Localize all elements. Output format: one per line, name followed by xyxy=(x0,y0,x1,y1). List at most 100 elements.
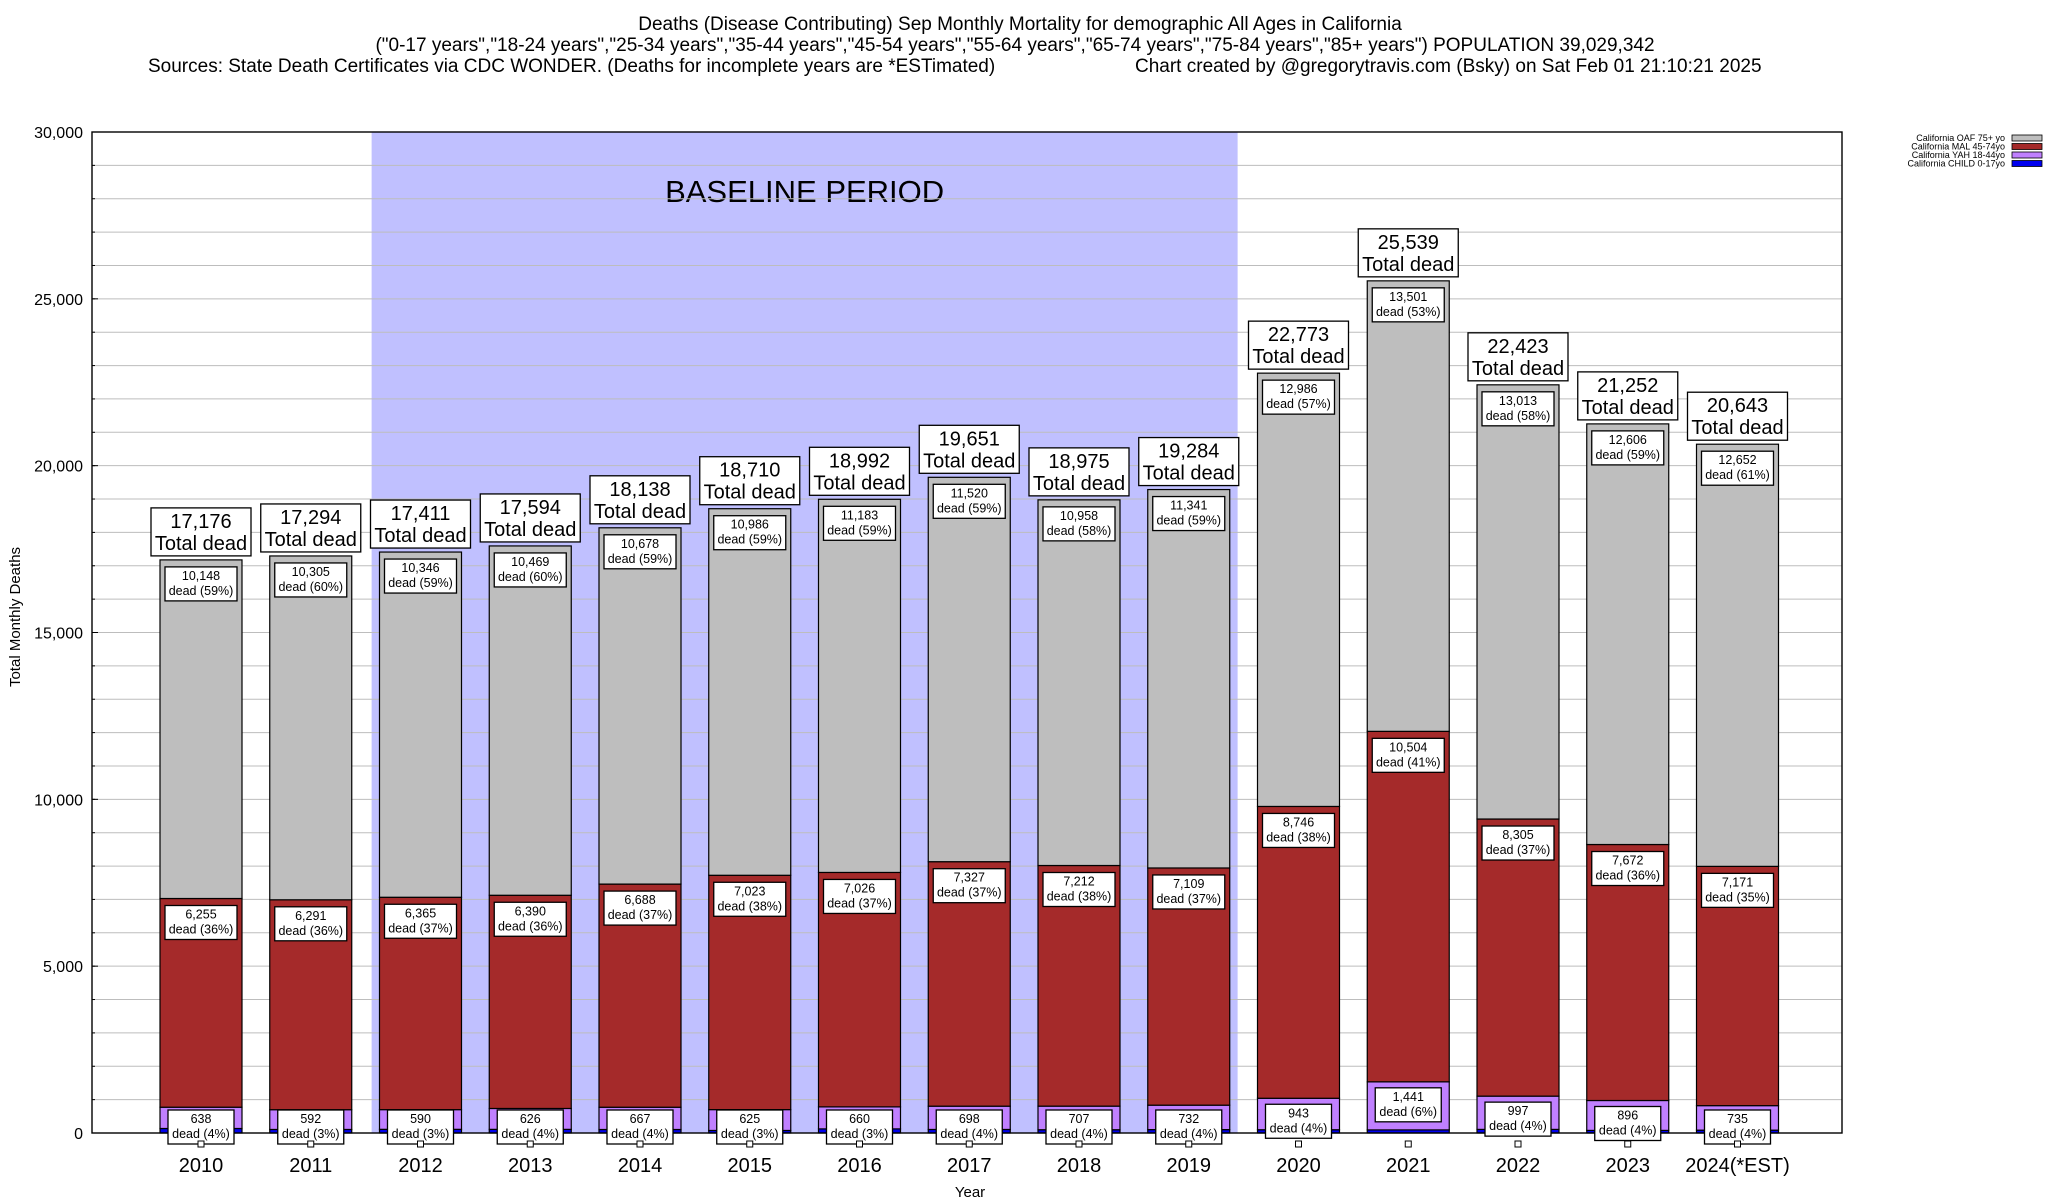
oaf-label-text: 10,958 xyxy=(1060,509,1098,523)
oaf-label-box xyxy=(1481,391,1555,427)
mal-label-text: dead (36%) xyxy=(169,922,234,936)
total-label-box xyxy=(479,493,581,543)
bar-segment-oaf xyxy=(159,559,243,900)
oaf-label-text: 11,520 xyxy=(951,486,988,500)
oaf-label-text: dead (59%) xyxy=(608,552,673,566)
mal-label-text: 7,327 xyxy=(954,871,985,885)
legend-label: California CHILD 0-17yo xyxy=(1907,159,2005,169)
legend-swatch-mal xyxy=(2011,143,2043,150)
yah-label-box xyxy=(1155,1109,1223,1145)
child-marker xyxy=(1075,1140,1083,1148)
x-tick-label: 2012 xyxy=(398,1155,443,1177)
mal-label-box xyxy=(1700,872,1775,909)
total-label-text: 18,138 xyxy=(609,479,670,501)
oaf-label-text: dead (59%) xyxy=(937,501,1002,515)
mal-label-box xyxy=(1042,871,1116,908)
x-tick-label: 2013 xyxy=(508,1155,553,1177)
bar-stack-2021 xyxy=(1366,280,1450,1134)
child-marker xyxy=(1624,1140,1632,1148)
yah-label-text: dead (3%) xyxy=(392,1127,450,1141)
legend-swatch-yah xyxy=(2011,151,2043,159)
total-label-text: 20,643 xyxy=(1707,395,1768,417)
total-label-text: 17,176 xyxy=(170,511,231,533)
mal-label-text: 8,305 xyxy=(1502,828,1533,842)
total-label-box xyxy=(1138,436,1240,487)
x-tick-label: 2019 xyxy=(1167,1155,1212,1177)
total-label-text: 17,411 xyxy=(391,503,451,525)
bar-segment-mal xyxy=(1476,818,1560,1097)
yah-label-text: dead (4%) xyxy=(1599,1124,1657,1138)
oaf-label-text: 10,346 xyxy=(401,561,439,575)
total-label-text: Total dead xyxy=(155,533,247,555)
mal-label-text: 6,390 xyxy=(515,904,546,918)
x-axis-title: Year xyxy=(955,1184,985,1200)
yah-label-text: dead (3%) xyxy=(721,1127,779,1141)
x-tick-label: 2024(*EST) xyxy=(1685,1155,1790,1177)
child-marker xyxy=(746,1140,754,1148)
child-marker xyxy=(1295,1140,1302,1148)
mal-label-box xyxy=(1261,812,1336,849)
oaf-label-box xyxy=(932,483,1006,519)
bar-stack-2012 xyxy=(378,551,463,1134)
mal-label-box xyxy=(932,868,1006,904)
mal-label-box xyxy=(822,878,897,915)
chart-subtitle: ("0-17 years","18-24 years","25-34 years… xyxy=(375,35,1654,56)
oaf-label-text: dead (59%) xyxy=(1595,448,1660,462)
child-marker xyxy=(307,1140,315,1148)
bar-stack-2016 xyxy=(817,498,902,1134)
bar-segment-oaf xyxy=(378,551,463,898)
chart-credit: Chart created by @gregorytravis.com (Bsk… xyxy=(1135,56,1762,77)
oaf-label-box xyxy=(1261,379,1336,415)
bar-stack-2017 xyxy=(927,476,1011,1134)
oaf-label-box xyxy=(493,552,567,588)
mal-label-text: 7,023 xyxy=(734,884,765,898)
mal-label-box xyxy=(1371,737,1445,773)
bar-stack-2020 xyxy=(1256,372,1341,1134)
mal-label-box xyxy=(1481,825,1555,861)
mal-label-text: dead (37%) xyxy=(937,886,1002,900)
mal-label-box xyxy=(164,904,238,941)
mal-label-text: dead (37%) xyxy=(388,921,453,935)
child-marker xyxy=(1185,1140,1193,1148)
total-label-box xyxy=(150,507,252,557)
total-label-text: Total dead xyxy=(265,529,357,551)
mal-label-text: dead (37%) xyxy=(1486,843,1551,857)
y-tick-label: 10,000 xyxy=(34,792,83,809)
child-marker xyxy=(856,1140,863,1148)
child-marker xyxy=(965,1140,973,1148)
oaf-label-box xyxy=(274,562,348,598)
oaf-label-box xyxy=(383,558,458,594)
mal-label-text: 7,672 xyxy=(1612,854,1643,868)
mal-label-text: 10,504 xyxy=(1389,740,1427,754)
bar-segment-oaf xyxy=(598,527,682,885)
mal-label-text: 6,688 xyxy=(624,893,655,907)
oaf-label-box xyxy=(1371,287,1445,323)
total-label-box xyxy=(918,424,1020,474)
yah-label-box xyxy=(716,1109,784,1145)
total-label-text: 19,284 xyxy=(1158,441,1219,463)
y-tick-label: 30,000 xyxy=(34,125,83,142)
oaf-label-box xyxy=(822,505,897,541)
oaf-label-text: dead (60%) xyxy=(498,570,563,584)
